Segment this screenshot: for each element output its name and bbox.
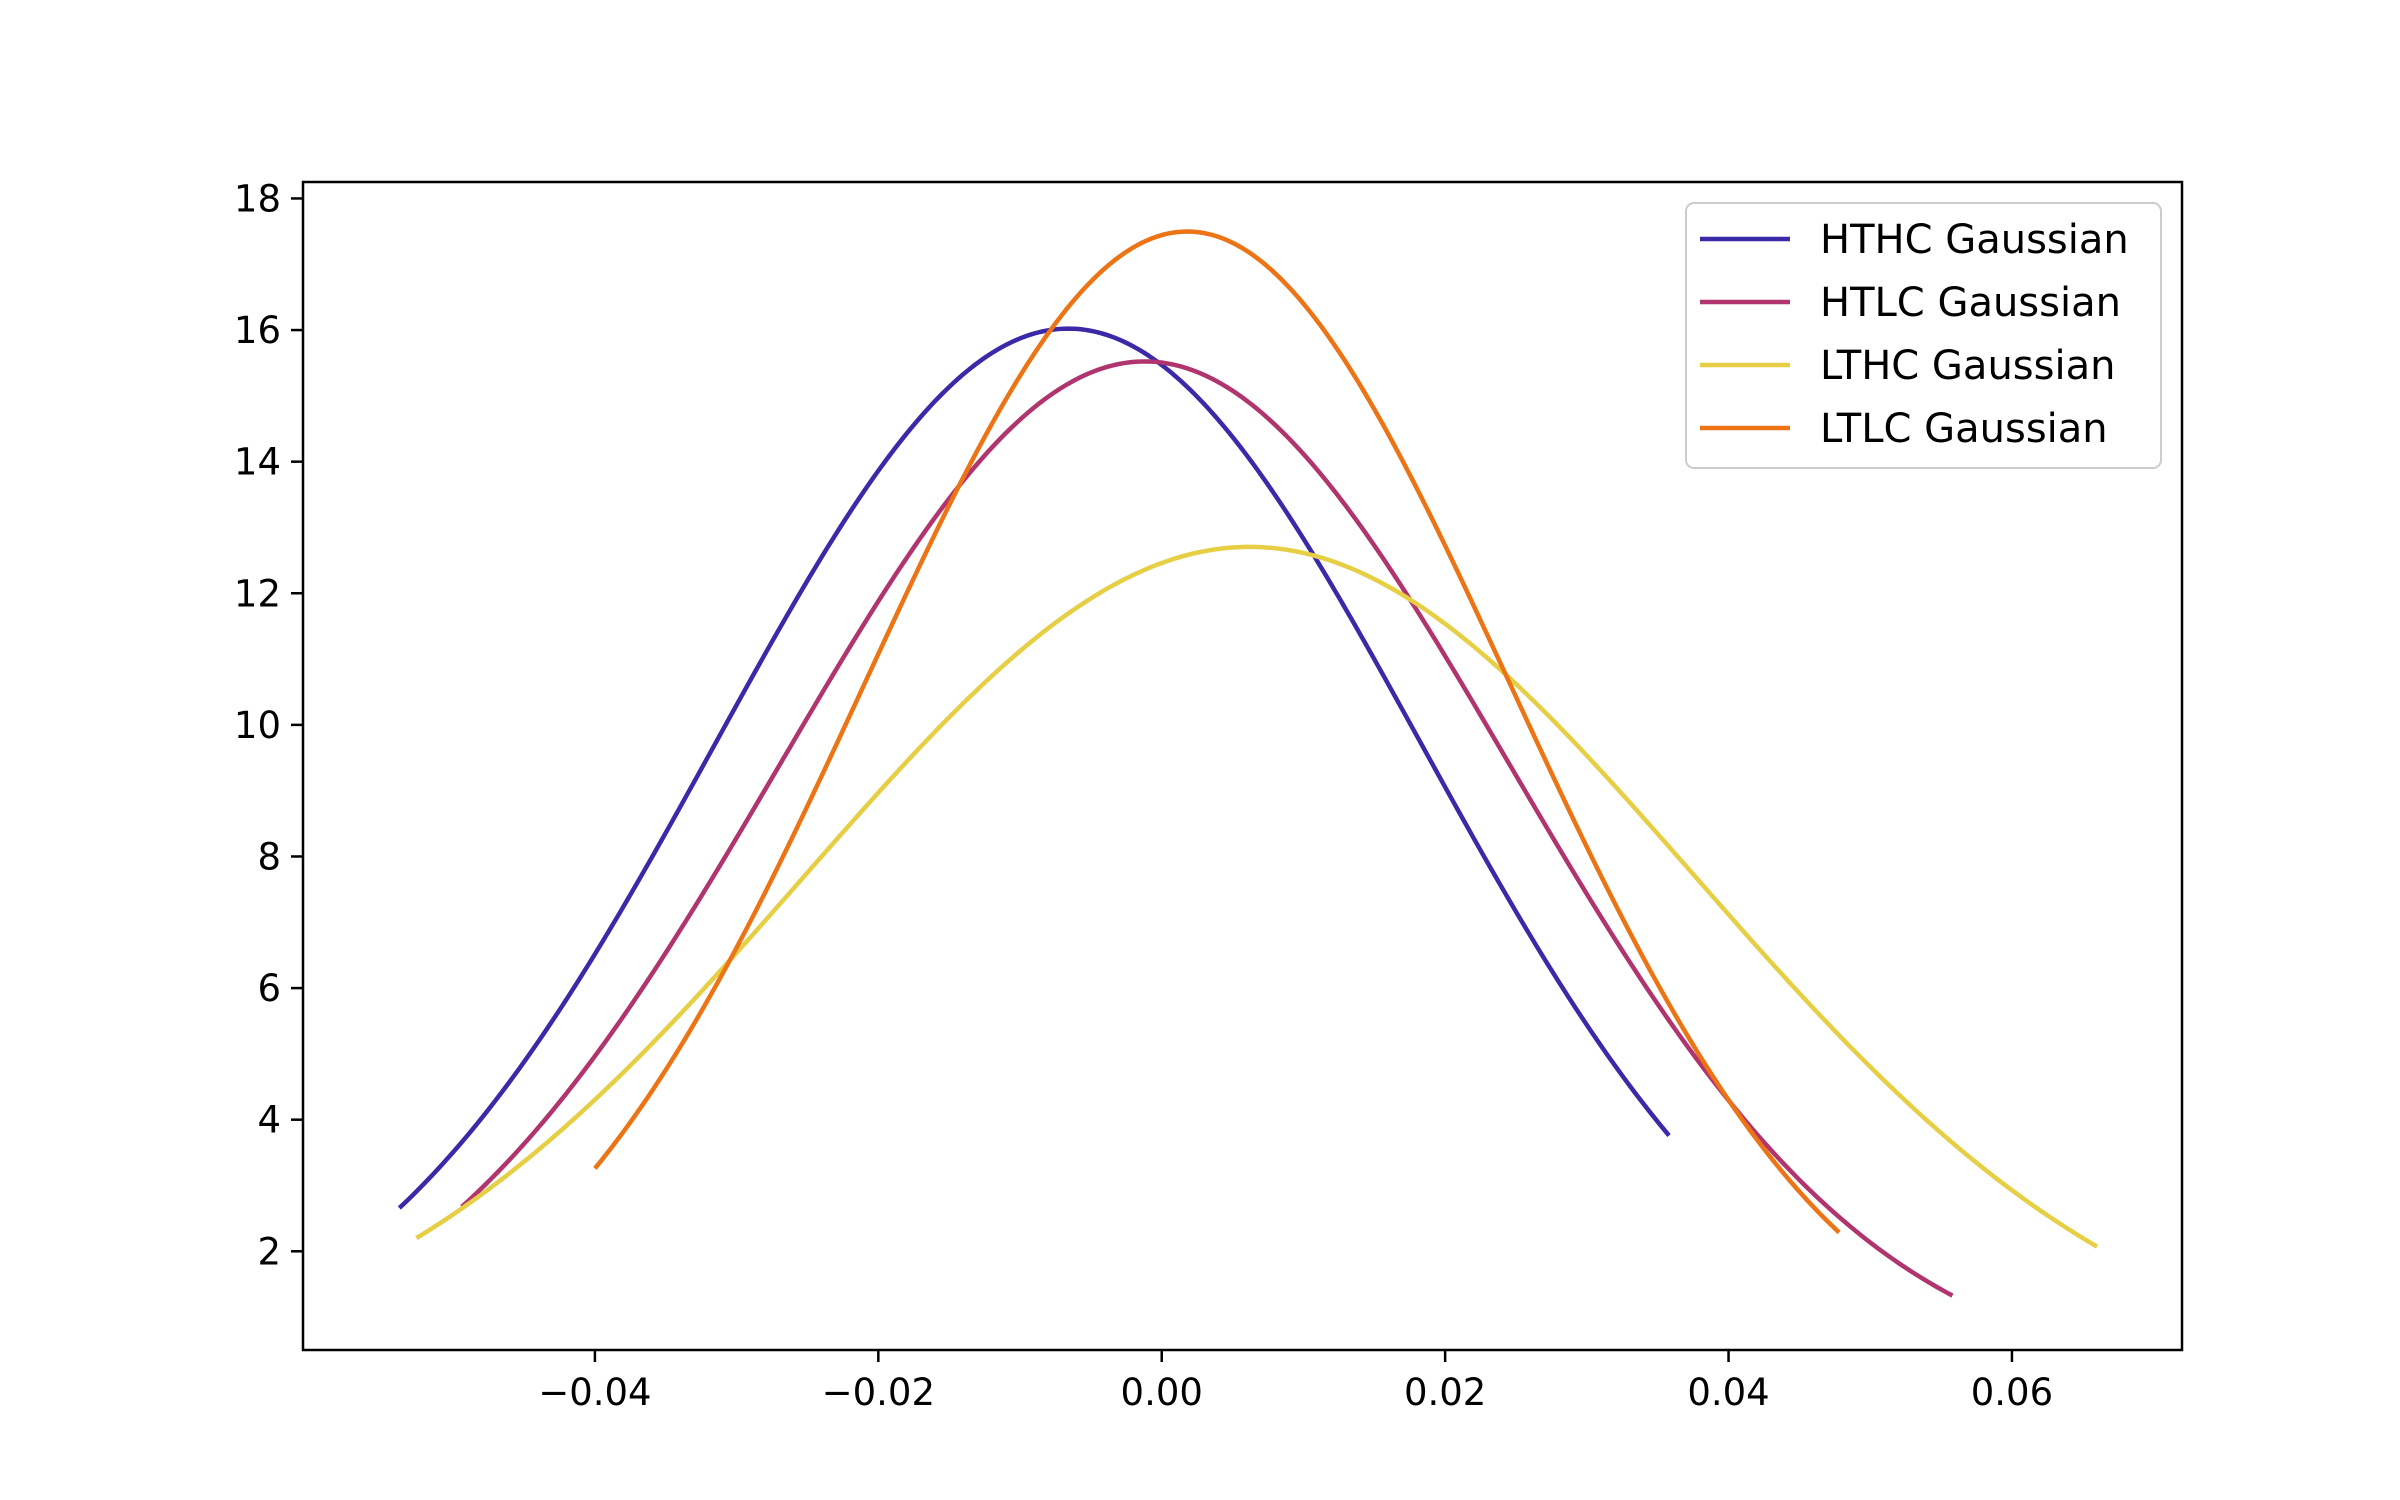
series-line-0: [397, 326, 1671, 1210]
x-tick-label: −0.04: [538, 1371, 651, 1414]
curves: [397, 229, 2099, 1298]
y-tick-label: 2: [257, 1230, 281, 1273]
legend-label: HTLC Gaussian: [1820, 280, 2121, 326]
x-tick-label: 0.06: [1971, 1371, 2053, 1414]
y-tick-label: 4: [257, 1099, 281, 1142]
series-line-3: [593, 229, 1841, 1235]
series-line-1: [460, 359, 1954, 1298]
y-tick-label: 18: [234, 177, 281, 220]
legend-box: [1685, 202, 2162, 469]
y-tick-label: 8: [257, 835, 281, 878]
x-tick-label: 0.02: [1404, 1371, 1486, 1414]
x-tick-label: 0.00: [1121, 1371, 1203, 1414]
legend-label: HTHC Gaussian: [1820, 217, 2129, 263]
legend-label: LTLC Gaussian: [1820, 406, 2108, 452]
legend-label: LTHC Gaussian: [1820, 343, 2115, 389]
y-tick-label: 16: [234, 309, 281, 352]
x-axis: −0.04 −0.02 0.00 0.02 0.04 0.06: [538, 1350, 2053, 1414]
x-tick-label: 0.04: [1687, 1371, 1769, 1414]
series-line-2: [415, 544, 2099, 1249]
y-tick-label: 12: [234, 572, 281, 615]
x-tick-label: −0.02: [822, 1371, 935, 1414]
y-tick-label: 6: [257, 967, 281, 1010]
y-axis: 2 4 6 8 10 12 14 16 18: [234, 177, 303, 1273]
y-tick-label: 14: [234, 441, 281, 484]
legend: HTHC Gaussian HTLC Gaussian LTHC Gaussian L…: [1685, 202, 2162, 469]
y-tick-label: 10: [234, 704, 281, 747]
